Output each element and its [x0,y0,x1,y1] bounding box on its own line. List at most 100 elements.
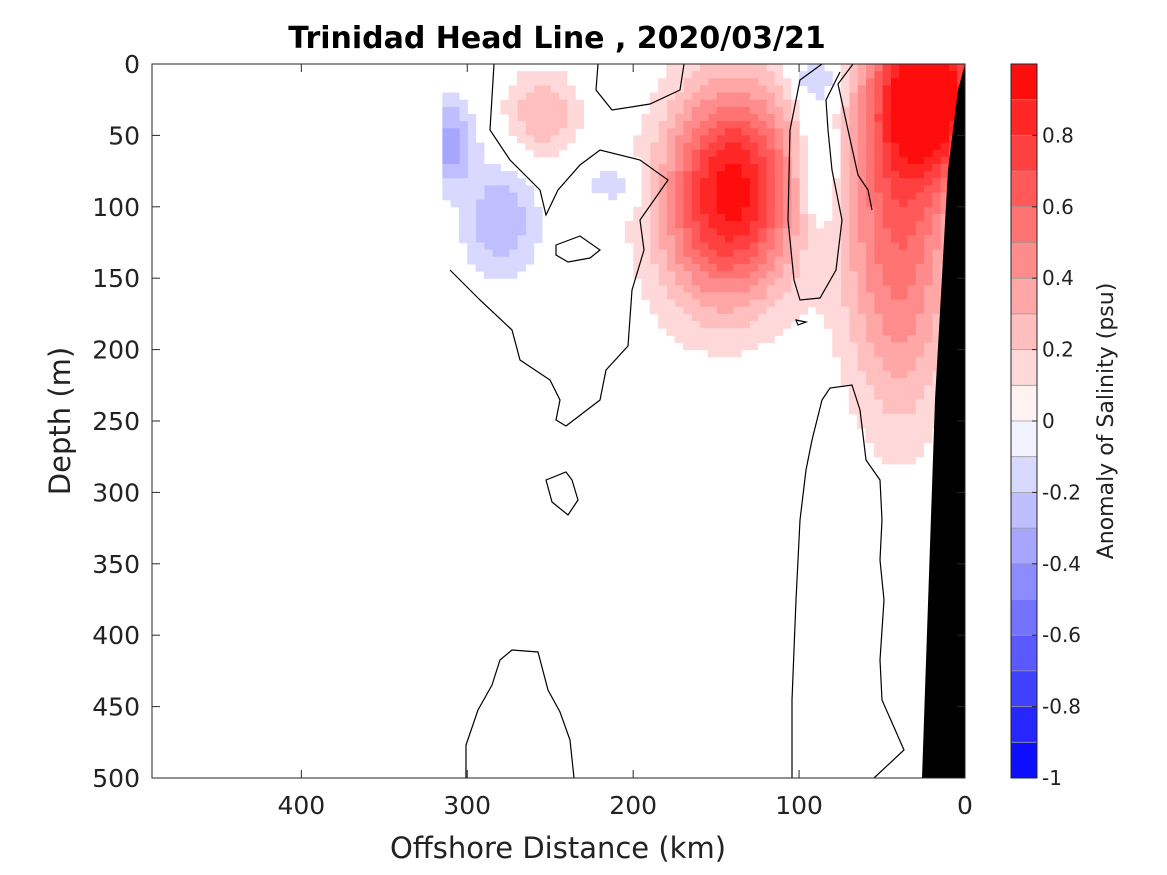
field-cell [682,121,692,129]
field-cell [724,156,734,165]
colorbar: 0.80.60.40.20-0.2-0.4-0.6-0.8-1 [1010,63,1081,790]
field-cell [674,142,684,151]
colorbar-tick-label: -0.8 [1042,695,1081,719]
field-cell [707,321,717,329]
field-cell [898,328,908,336]
field-cell [724,206,734,215]
field-cell [674,285,684,294]
field-cell [724,271,734,279]
field-cell [741,78,750,87]
field-cell [641,242,651,251]
field-cell [666,213,676,222]
field-cell [533,235,543,244]
field-cell [890,349,900,358]
field-cell [691,106,701,115]
field-cell [674,178,684,186]
field-cell [682,292,692,301]
field-cell [757,321,767,329]
field-cell [906,321,916,329]
field-cell [699,271,709,279]
field-cell [857,321,867,329]
field-cell [483,271,493,279]
field-cell [716,249,726,258]
field-cell [732,71,742,79]
field-cell [898,456,908,465]
field-cell [923,149,933,158]
field-cell [906,128,916,136]
field-cell [857,399,867,408]
field-cell [732,192,742,201]
field-cell [458,199,468,208]
field-cell [707,263,717,272]
field-cell [649,163,659,172]
field-cell [716,278,726,286]
field-cell [666,321,676,329]
field-cell [807,242,817,251]
field-cell [807,64,817,72]
field-cell [707,128,717,136]
field-cell [848,321,858,329]
field-cell [898,249,908,258]
field-cell [890,378,900,386]
field-cell [749,85,759,94]
field-cell [533,128,543,136]
field-cell [931,121,941,129]
field-cell [848,263,858,272]
field-cell [840,371,850,379]
field-cell [732,292,742,301]
field-cell [591,178,601,186]
field-cell [550,85,560,94]
field-cell [774,278,784,286]
field-cell [882,249,891,258]
field-cell [873,221,883,229]
field-cell [508,271,518,279]
field-cell [707,78,717,87]
field-cell [906,421,916,429]
field-cell [915,99,925,108]
field-cell [450,156,460,165]
field-cell [832,278,842,286]
field-cell [906,206,916,215]
field-cell [790,206,800,215]
field-cell [882,363,891,372]
field-cell [873,321,883,329]
field-cell [517,135,526,144]
field-cell [716,163,726,172]
field-cell [765,206,775,215]
field-cell [857,199,867,208]
field-cell [823,313,833,322]
field-cell [873,235,883,244]
field-cell [882,456,891,465]
field-cell [716,271,726,279]
field-cell [699,71,709,79]
field-cell [732,178,742,186]
field-cell [666,285,676,294]
seafloor-bathymetry [922,64,965,778]
field-cell [882,156,891,165]
field-cell [923,85,933,94]
field-cell [774,313,784,322]
field-cell [882,228,891,236]
field-cell [558,128,568,136]
field-cell [799,221,808,229]
field-cell [782,142,792,151]
field-cell [906,371,916,379]
field-cell [890,263,900,272]
field-cell [757,278,767,286]
field-cell [774,221,784,229]
field-cell [940,106,950,115]
field-cell [799,163,808,172]
field-cell [882,371,891,379]
field-cell [815,71,825,79]
field-cell [774,85,784,94]
field-cell [558,121,568,129]
field-cell [915,392,925,401]
colorbar-swatch [1011,599,1037,636]
field-cell [633,235,643,244]
field-cell [450,106,460,115]
field-cell [823,71,833,79]
colorbar-swatch [1011,706,1037,743]
field-cell [890,113,900,122]
field-cell [832,321,842,329]
field-cell [807,249,817,258]
